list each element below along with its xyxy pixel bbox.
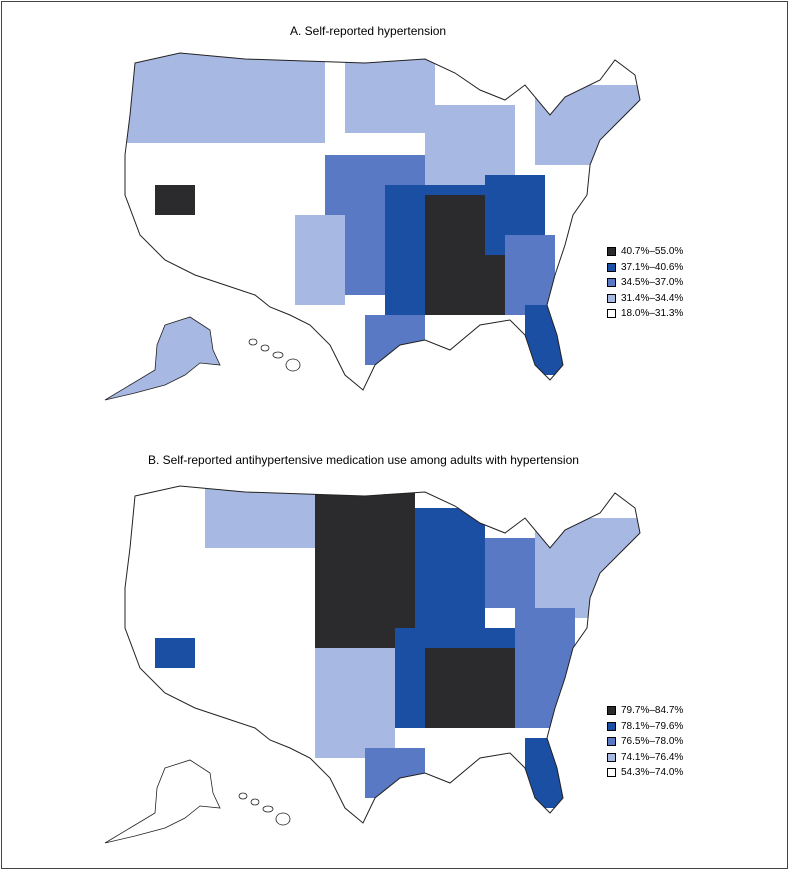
panel-b-legend: 79.7%–84.7% 78.1%–79.6% 76.5%–78.0% 74.1… bbox=[607, 703, 683, 781]
legend-swatch bbox=[607, 768, 616, 778]
legend-label: 31.4%–34.4% bbox=[621, 292, 684, 304]
legend-label: 74.1%–76.4% bbox=[621, 751, 684, 763]
panel-b-hawaii bbox=[238, 792, 291, 826]
legend-item: 34.5%–37.0% bbox=[607, 275, 683, 291]
legend-swatch bbox=[607, 737, 616, 747]
panel-b-title: B. Self-reported antihypertensive medica… bbox=[148, 453, 579, 467]
panel-a-us-outline bbox=[124, 52, 641, 391]
legend-item: 31.4%–34.4% bbox=[607, 291, 683, 307]
legend-item: 40.7%–55.0% bbox=[607, 244, 683, 260]
legend-label: 37.1%–40.6% bbox=[621, 261, 684, 273]
legend-item: 79.7%–84.7% bbox=[607, 703, 683, 719]
legend-label: 34.5%–37.0% bbox=[621, 277, 684, 289]
legend-swatch bbox=[607, 721, 616, 731]
panel-a-map bbox=[104, 52, 641, 401]
panel-b-us-outline bbox=[124, 485, 641, 824]
panel-a-title: A. Self-reported hypertension bbox=[290, 24, 447, 38]
legend-swatch bbox=[607, 752, 616, 762]
panel-b-alaska bbox=[104, 759, 221, 844]
legend-item: 78.1%–79.6% bbox=[607, 719, 683, 735]
legend-swatch bbox=[607, 293, 616, 303]
legend-item: 74.1%–76.4% bbox=[607, 750, 683, 766]
panel-a-legend: 40.7%–55.0% 37.1%–40.6% 34.5%–37.0% 31.4… bbox=[607, 244, 683, 322]
legend-item: 54.3%–74.0% bbox=[607, 765, 683, 781]
legend-swatch bbox=[607, 309, 616, 319]
legend-item: 76.5%–78.0% bbox=[607, 734, 683, 750]
panel-a-alaska bbox=[104, 316, 221, 401]
legend-label: 76.5%–78.0% bbox=[621, 736, 684, 748]
legend-swatch bbox=[607, 706, 616, 716]
legend-swatch bbox=[607, 262, 616, 272]
legend-label: 54.3%–74.0% bbox=[621, 767, 684, 779]
legend-swatch bbox=[607, 247, 616, 257]
legend-item: 18.0%–31.3% bbox=[607, 306, 683, 322]
legend-label: 40.7%–55.0% bbox=[621, 246, 684, 258]
panel-a-hawaii bbox=[248, 338, 301, 372]
legend-label: 78.1%–79.6% bbox=[621, 720, 684, 732]
legend-item: 37.1%–40.6% bbox=[607, 260, 683, 276]
legend-label: 79.7%–84.7% bbox=[621, 705, 684, 717]
legend-swatch bbox=[607, 278, 616, 288]
legend-label: 18.0%–31.3% bbox=[621, 308, 684, 320]
panel-b-map bbox=[104, 485, 641, 844]
